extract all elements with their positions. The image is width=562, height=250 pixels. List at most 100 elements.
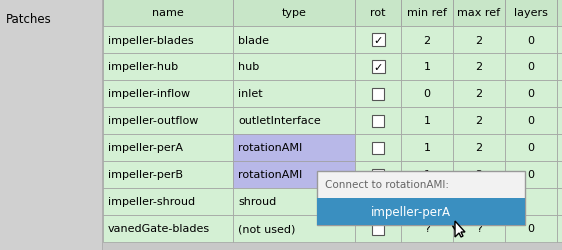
Text: ✓: ✓ bbox=[373, 63, 383, 73]
Text: 0: 0 bbox=[528, 62, 534, 72]
Bar bbox=[103, 188, 233, 215]
Bar bbox=[103, 134, 233, 161]
Text: 0: 0 bbox=[528, 35, 534, 45]
Bar bbox=[103, 54, 233, 81]
Bar bbox=[557, 134, 562, 161]
Bar bbox=[372, 222, 384, 234]
Bar bbox=[355, 215, 401, 242]
Text: rotationAMI: rotationAMI bbox=[238, 170, 302, 180]
Bar bbox=[233, 0, 355, 27]
Bar bbox=[103, 215, 233, 242]
Text: layers: layers bbox=[514, 8, 548, 18]
Text: inlet: inlet bbox=[238, 89, 262, 99]
Polygon shape bbox=[455, 221, 465, 237]
Text: (not used): (not used) bbox=[238, 224, 296, 234]
Bar bbox=[372, 88, 384, 100]
Bar bbox=[453, 81, 505, 108]
Bar bbox=[401, 108, 453, 134]
Bar bbox=[505, 108, 557, 134]
Text: 2: 2 bbox=[475, 89, 483, 99]
Bar bbox=[505, 215, 557, 242]
Text: min ref: min ref bbox=[407, 8, 447, 18]
Text: 2: 2 bbox=[475, 170, 483, 180]
Text: rot: rot bbox=[370, 8, 386, 18]
Bar bbox=[233, 134, 355, 161]
Bar bbox=[371, 34, 384, 47]
Text: ✓: ✓ bbox=[373, 36, 383, 46]
Text: Connect to rotationAMI:: Connect to rotationAMI: bbox=[325, 179, 449, 189]
Bar bbox=[103, 27, 233, 54]
Bar bbox=[233, 54, 355, 81]
Bar bbox=[453, 108, 505, 134]
Bar bbox=[505, 134, 557, 161]
Bar bbox=[372, 142, 384, 154]
Bar bbox=[401, 134, 453, 161]
Bar bbox=[453, 188, 505, 215]
Text: ?: ? bbox=[476, 224, 482, 234]
Bar bbox=[557, 54, 562, 81]
Bar bbox=[401, 0, 453, 27]
Bar bbox=[102, 0, 103, 250]
Bar bbox=[103, 161, 233, 188]
Bar bbox=[557, 27, 562, 54]
Bar bbox=[355, 81, 401, 108]
Text: impeller-perA: impeller-perA bbox=[371, 205, 451, 218]
Bar bbox=[372, 115, 384, 127]
Bar bbox=[401, 27, 453, 54]
Bar bbox=[505, 54, 557, 81]
Bar bbox=[372, 169, 384, 181]
Bar bbox=[401, 161, 453, 188]
Bar bbox=[355, 188, 401, 215]
Text: 0: 0 bbox=[528, 143, 534, 153]
Text: 0: 0 bbox=[528, 224, 534, 234]
Bar bbox=[505, 27, 557, 54]
Text: hub: hub bbox=[238, 62, 259, 72]
Text: ?: ? bbox=[424, 224, 430, 234]
Bar bbox=[233, 27, 355, 54]
Text: impeller-hub: impeller-hub bbox=[108, 62, 178, 72]
Bar bbox=[355, 161, 401, 188]
Bar bbox=[355, 54, 401, 81]
Text: Patches: Patches bbox=[6, 13, 52, 26]
Bar bbox=[453, 54, 505, 81]
Bar bbox=[103, 108, 233, 134]
Text: outletInterface: outletInterface bbox=[238, 116, 321, 126]
Text: 0: 0 bbox=[424, 89, 430, 99]
Bar bbox=[557, 215, 562, 242]
Bar bbox=[233, 161, 355, 188]
Text: 1: 1 bbox=[424, 170, 430, 180]
Bar bbox=[317, 171, 525, 225]
Text: impeller-inflow: impeller-inflow bbox=[108, 89, 190, 99]
Text: name: name bbox=[152, 8, 184, 18]
Text: blade: blade bbox=[238, 35, 269, 45]
Text: 1: 1 bbox=[424, 116, 430, 126]
Text: rotationAMI: rotationAMI bbox=[238, 143, 302, 153]
Bar bbox=[557, 161, 562, 188]
Text: 0: 0 bbox=[528, 89, 534, 99]
Bar bbox=[355, 134, 401, 161]
Text: 0: 0 bbox=[528, 170, 534, 180]
Text: shroud: shroud bbox=[238, 197, 277, 207]
Text: 1: 1 bbox=[424, 143, 430, 153]
Text: impeller-perA: impeller-perA bbox=[108, 143, 183, 153]
Text: 1: 1 bbox=[424, 62, 430, 72]
Bar bbox=[103, 81, 233, 108]
Bar bbox=[355, 27, 401, 54]
Text: impeller-blades: impeller-blades bbox=[108, 35, 194, 45]
Text: 2: 2 bbox=[423, 35, 430, 45]
Text: type: type bbox=[282, 8, 306, 18]
Bar bbox=[453, 134, 505, 161]
Text: 2: 2 bbox=[475, 35, 483, 45]
Bar bbox=[401, 54, 453, 81]
Bar bbox=[453, 215, 505, 242]
Bar bbox=[401, 81, 453, 108]
Bar bbox=[233, 81, 355, 108]
Bar bbox=[233, 108, 355, 134]
Text: 2: 2 bbox=[475, 62, 483, 72]
Bar bbox=[557, 188, 562, 215]
Bar bbox=[233, 215, 355, 242]
Bar bbox=[355, 0, 401, 27]
Bar bbox=[505, 161, 557, 188]
Bar bbox=[0, 0, 103, 250]
Text: impeller-outflow: impeller-outflow bbox=[108, 116, 198, 126]
